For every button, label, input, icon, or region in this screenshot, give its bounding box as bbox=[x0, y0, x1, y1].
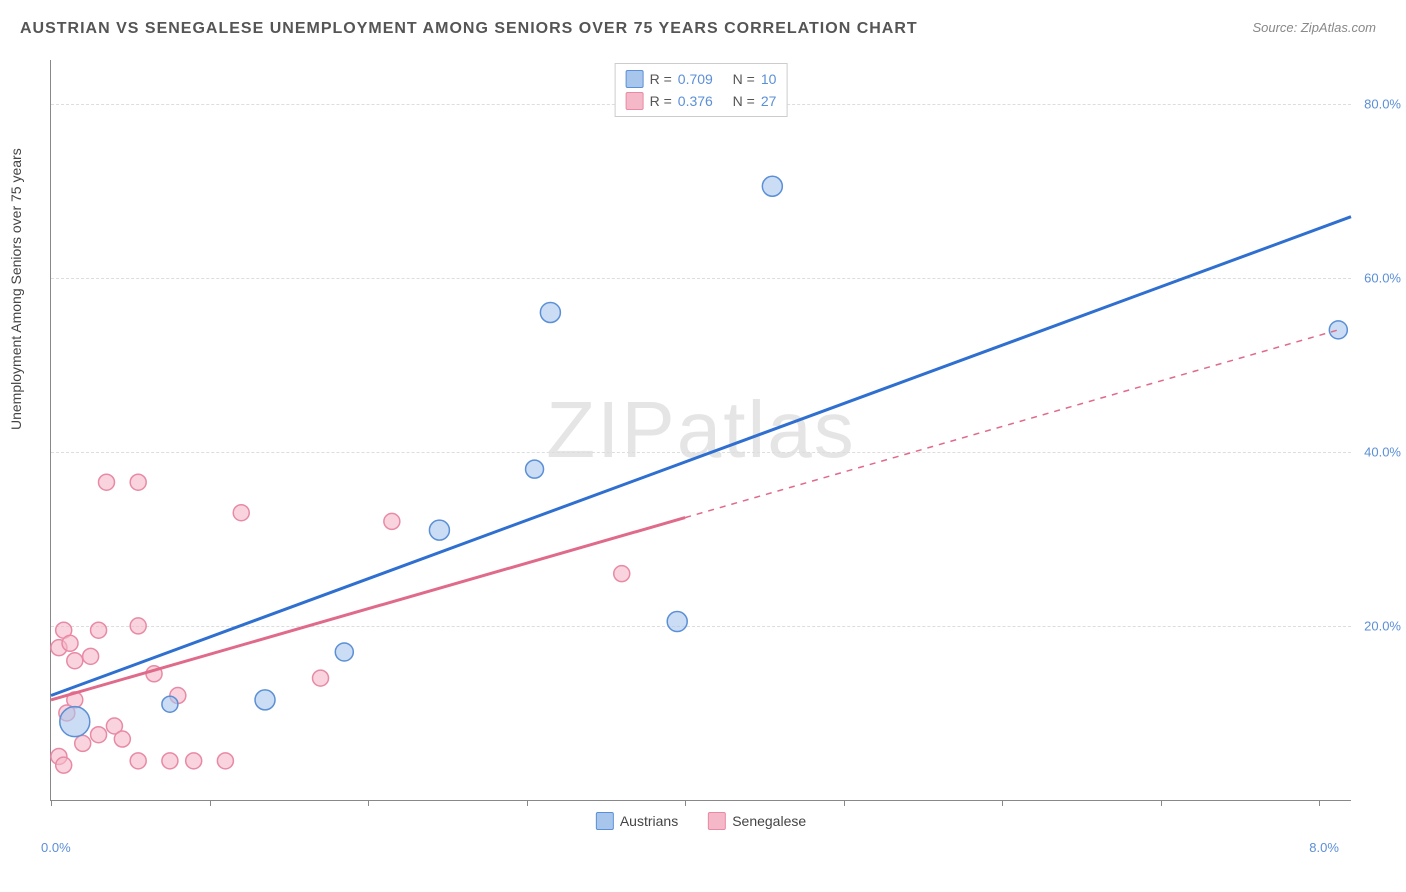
legend-row: R = 0.709 N = 10 bbox=[626, 68, 777, 90]
data-point bbox=[62, 635, 78, 651]
data-point bbox=[429, 520, 449, 540]
data-point bbox=[91, 727, 107, 743]
correlation-legend: R = 0.709 N = 10 R = 0.376 N = 27 bbox=[615, 63, 788, 117]
data-point bbox=[233, 505, 249, 521]
y-axis-label: Unemployment Among Seniors over 75 years bbox=[8, 148, 24, 430]
y-tick-label: 20.0% bbox=[1364, 618, 1401, 633]
data-point bbox=[56, 757, 72, 773]
legend-label: Senegalese bbox=[732, 813, 806, 829]
legend-r-label: R = bbox=[650, 71, 672, 87]
data-point bbox=[130, 753, 146, 769]
legend-r-label: R = bbox=[650, 93, 672, 109]
legend-item: Senegalese bbox=[708, 812, 806, 830]
legend-item: Austrians bbox=[596, 812, 678, 830]
data-point bbox=[313, 670, 329, 686]
y-tick-label: 60.0% bbox=[1364, 270, 1401, 285]
data-point bbox=[83, 648, 99, 664]
chart-canvas bbox=[51, 60, 1351, 800]
x-tick-label: 8.0% bbox=[1309, 840, 1339, 855]
data-point bbox=[162, 753, 178, 769]
data-point bbox=[540, 302, 560, 322]
data-point bbox=[75, 735, 91, 751]
data-point bbox=[762, 176, 782, 196]
trendline bbox=[51, 217, 1351, 696]
chart-title: AUSTRIAN VS SENEGALESE UNEMPLOYMENT AMON… bbox=[20, 20, 918, 38]
legend-r-value: 0.376 bbox=[678, 93, 713, 109]
legend-swatch bbox=[626, 70, 644, 88]
legend-swatch bbox=[596, 812, 614, 830]
data-point bbox=[217, 753, 233, 769]
legend-n-value: 10 bbox=[761, 71, 777, 87]
trendline bbox=[51, 518, 685, 700]
data-point bbox=[98, 474, 114, 490]
legend-n-value: 27 bbox=[761, 93, 777, 109]
data-point bbox=[667, 612, 687, 632]
series-legend: Austrians Senegalese bbox=[596, 812, 806, 830]
x-tick-label: 0.0% bbox=[41, 840, 71, 855]
legend-n-label: N = bbox=[733, 93, 755, 109]
legend-r-value: 0.709 bbox=[678, 71, 713, 87]
legend-n-label: N = bbox=[733, 71, 755, 87]
y-tick-label: 80.0% bbox=[1364, 96, 1401, 111]
data-point bbox=[91, 622, 107, 638]
trendline-extrapolated bbox=[685, 330, 1338, 518]
data-point bbox=[60, 707, 90, 737]
data-point bbox=[114, 731, 130, 747]
data-point bbox=[384, 513, 400, 529]
data-point bbox=[335, 643, 353, 661]
data-point bbox=[255, 690, 275, 710]
data-point bbox=[614, 566, 630, 582]
data-point bbox=[67, 653, 83, 669]
plot-area: ZIPatlas R = 0.709 N = 10 R = 0.376 N = … bbox=[50, 60, 1351, 801]
data-point bbox=[526, 460, 544, 478]
data-point bbox=[162, 696, 178, 712]
data-point bbox=[186, 753, 202, 769]
y-tick-label: 40.0% bbox=[1364, 444, 1401, 459]
legend-row: R = 0.376 N = 27 bbox=[626, 90, 777, 112]
legend-swatch bbox=[626, 92, 644, 110]
source-attribution: Source: ZipAtlas.com bbox=[1252, 20, 1376, 35]
legend-swatch bbox=[708, 812, 726, 830]
data-point bbox=[130, 618, 146, 634]
data-point bbox=[130, 474, 146, 490]
legend-label: Austrians bbox=[620, 813, 678, 829]
